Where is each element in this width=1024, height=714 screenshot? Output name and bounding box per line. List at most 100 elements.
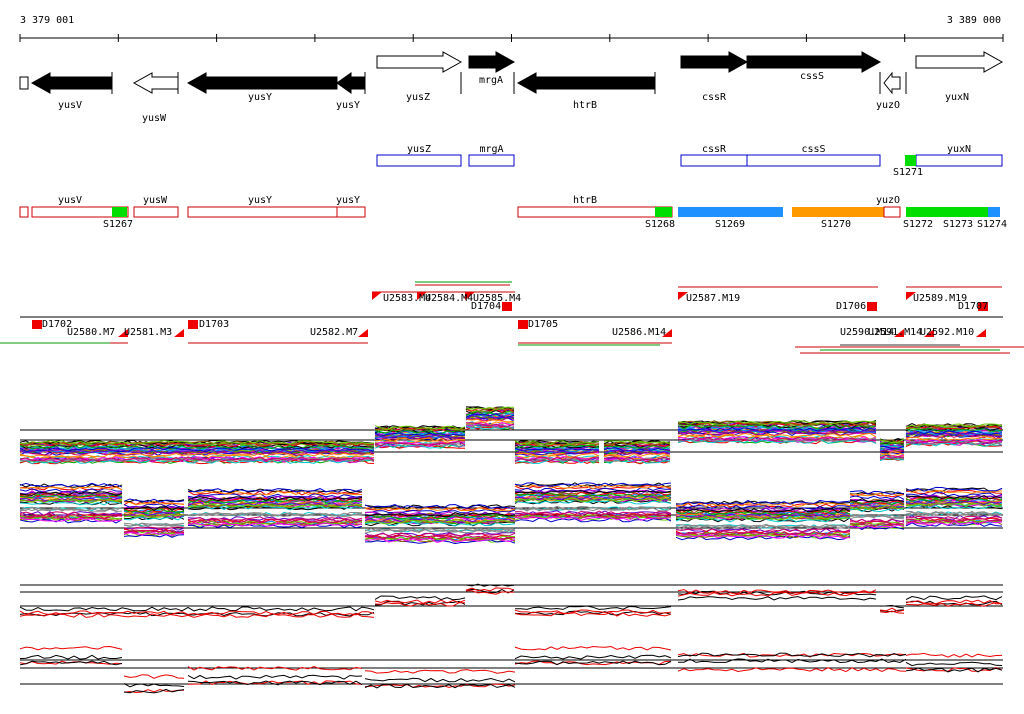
flag [678,292,688,300]
profile-line [123,513,185,518]
profile-line [187,498,363,504]
label: D1704 [471,301,501,312]
profile-line [364,521,516,527]
label: S1274 [977,219,1007,230]
label: mrgA [479,75,503,86]
profile-line [879,604,905,609]
profile-line [19,492,123,498]
profile-line [515,605,672,610]
profile-line [677,590,877,596]
segment-box [19,206,29,218]
label: cssS [800,71,824,82]
profile-line [905,500,1003,506]
label: D1707 [958,301,988,312]
label: yuxN [945,92,969,103]
profile-line [364,535,516,541]
label: yusY [336,100,360,111]
profile-line [514,645,672,651]
profile-line [374,437,465,442]
profile-line [123,688,185,694]
label: U2592.M10 [920,327,974,338]
profile-line [677,436,877,442]
profile-line [364,683,516,689]
profile-line [364,509,516,514]
profile-line [905,504,1003,510]
profile-line [905,492,1003,498]
profile-line [514,451,600,456]
marker [188,320,198,329]
profile-line [603,449,671,454]
profile-line [677,596,877,601]
ruler-end: 3 389 000 [947,15,1001,26]
profile-line [515,516,672,521]
gene-arrow [468,51,516,73]
label: htrB [573,100,597,111]
profile-line [677,652,907,658]
segment-box [112,207,127,217]
profile-line [879,451,905,456]
profile-line [123,531,185,537]
profile-line [514,506,672,512]
label: S1267 [103,219,133,230]
profile-line [905,439,1003,444]
profile-line [906,599,1003,605]
profile-line [187,674,363,680]
profile-line [677,424,877,430]
profile-line [19,498,123,504]
profile-line [905,518,1003,524]
marker [32,320,42,329]
profile-line [879,607,905,613]
profile-line [123,528,185,534]
profile-line [677,427,877,433]
profile-line [465,422,515,428]
profile-line [19,456,375,462]
flag [465,292,475,300]
profile-line [514,456,600,462]
label: yusY [336,195,360,206]
segment-box [792,207,884,217]
profile-line [19,645,123,651]
profile-line [905,432,1003,437]
profile-line [19,447,375,453]
feature-box [376,154,462,167]
label: cssS [801,144,825,155]
label: U2590.M14 [840,327,894,338]
profile-line [677,589,877,595]
profile-line [123,528,185,534]
label: D1706 [836,301,866,312]
profile-line [123,683,185,688]
segment-box [906,207,988,217]
marker [867,302,877,311]
profile-line [514,499,672,505]
gene-arrow [30,72,113,94]
profile-line [905,487,1003,493]
profile-line [905,667,1003,672]
segment-box [187,206,338,218]
profile-line [19,485,123,491]
profile-line [19,442,375,448]
profile-line [465,406,514,411]
profile-line [879,610,905,614]
profile-line [465,583,515,587]
flag [118,329,128,337]
flag [417,292,427,300]
profile-line [187,502,363,508]
profile-line [675,524,851,530]
feature-box [905,155,916,166]
flag [976,329,986,337]
profile-line [374,430,466,436]
profile-line [849,505,905,511]
profile-line [123,505,185,511]
profile-line [905,595,1003,601]
profile-line [123,498,185,503]
profile-line [19,514,123,520]
label: U2585.M4 [473,293,521,304]
profile-line [514,499,672,505]
gene-arrow [746,51,882,73]
feature-box [746,154,881,167]
profile-line [905,495,1003,500]
profile-line [905,430,1003,435]
profile-line [19,654,123,660]
ruler-start: 3 379 001 [20,15,74,26]
